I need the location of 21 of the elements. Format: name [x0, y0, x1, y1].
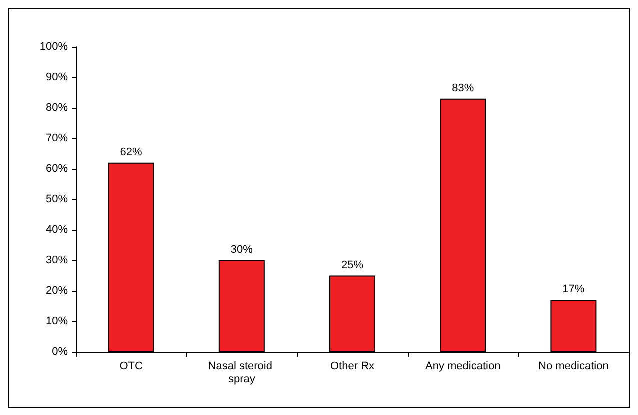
y-tick-label: 30%: [46, 254, 68, 266]
data-label: 25%: [341, 259, 364, 272]
x-tick-label: OTC: [120, 360, 143, 372]
data-label: 30%: [230, 244, 254, 256]
y-tick-label: 40%: [46, 224, 68, 236]
y-tick-label: 80%: [46, 102, 68, 114]
data-label: 17%: [562, 284, 585, 296]
y-tick-label: 20%: [46, 285, 68, 297]
y-tick-label: 90%: [46, 72, 68, 84]
y-tick-label: 50%: [46, 194, 68, 206]
y-tick-label: 10%: [46, 316, 68, 328]
y-tick-label: 70%: [46, 132, 68, 144]
y-tick-label: 60%: [46, 163, 68, 175]
x-tick-label: Other Rx: [330, 360, 376, 372]
x-tick-label: Any medication: [425, 360, 501, 372]
data-label: 62%: [120, 146, 143, 158]
y-tick-label: 100%: [40, 41, 68, 53]
y-tick-label: 0%: [52, 346, 68, 358]
x-tick-label: No medication: [538, 360, 609, 372]
data-label: 83%: [452, 82, 474, 94]
x-tick-label: Nasal steroid spray: [208, 360, 276, 386]
